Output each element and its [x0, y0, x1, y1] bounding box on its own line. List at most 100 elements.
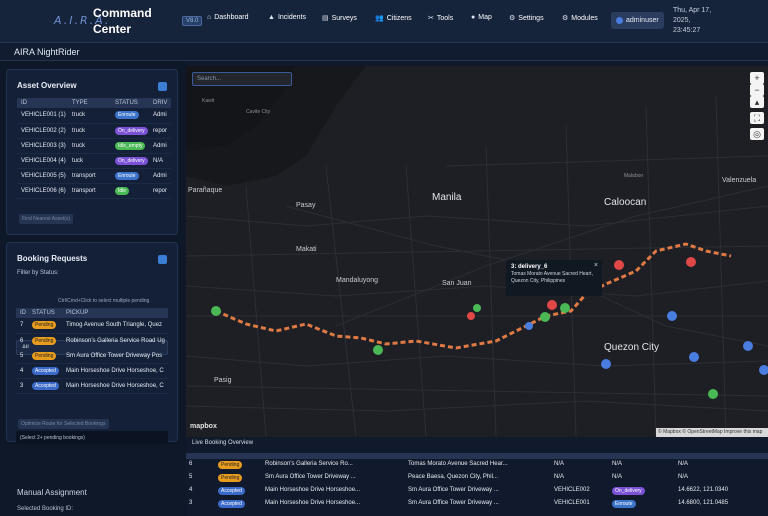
gear-icon: ⚙: [509, 15, 516, 22]
vehicle-marker[interactable]: [667, 311, 677, 321]
vehicle-id: VEHICLE002: [21, 127, 57, 134]
nav-label: Citizens: [386, 14, 412, 22]
vehicle-marker[interactable]: [525, 322, 533, 330]
nav-incidents[interactable]: ▲ Incidents: [268, 14, 306, 21]
compass-button[interactable]: ▴: [750, 96, 764, 108]
marker-6[interactable]: [547, 300, 557, 310]
pickup: Main Horseshoe Drive Horseshoe, C: [62, 363, 168, 379]
vehicle-num: (6): [58, 187, 66, 194]
table-row[interactable]: VEHICLE004 (4) tuck On_delivery N/A: [17, 153, 171, 169]
nav-settings[interactable]: ⚙ Settings: [509, 14, 544, 23]
brand-line-1: Command: [93, 6, 152, 20]
pickup: Main Horseshoe Drive Horseshoe, C: [62, 378, 168, 394]
vehicle-id: VEHICLE004: [21, 157, 57, 164]
zoom-out-button[interactable]: −: [750, 84, 764, 96]
vehicle-type: transport: [68, 168, 111, 184]
vehicle-marker[interactable]: [708, 389, 718, 399]
table-row[interactable]: VEHICLE001 (1) truck Enroute Admi: [17, 108, 171, 124]
version-badge: V8.0: [182, 16, 203, 26]
booking-id: 7: [16, 318, 28, 334]
close-icon[interactable]: ×: [593, 262, 598, 269]
booking-id: 4: [189, 487, 193, 493]
table-row[interactable]: VEHICLE005 (5) transport Enroute Admi: [17, 168, 171, 184]
nav-tools[interactable]: ✂ Tools: [428, 14, 454, 23]
status-badge: Pending: [218, 461, 243, 469]
dropoff: Sm Aura Office Tower Driveway ...: [408, 500, 499, 506]
clock-line: 2025,: [673, 17, 691, 24]
status-badge: On_delivery: [115, 156, 148, 165]
marker-7[interactable]: [560, 303, 570, 313]
vehicle: N/A: [554, 461, 565, 467]
multi-select-hint: Ctrl/Cmd+Click to select multiple pendin…: [58, 298, 150, 304]
driver: Admi: [149, 138, 171, 154]
marker-3[interactable]: [473, 304, 481, 312]
find-nearest-button[interactable]: Find Nearest Asset(s): [19, 214, 74, 224]
collapse-icon[interactable]: [158, 82, 167, 91]
map-view[interactable]: Search... + − ▴ ⛶ ◎ Kawit Cavite City Pa…: [186, 66, 768, 437]
table-row[interactable]: 3 Accepted Main Horseshoe Drive Horseshoe,…: [16, 378, 168, 394]
marker-9[interactable]: [686, 257, 696, 267]
nav-label: Dashboard: [214, 14, 249, 21]
status-badge: Pending: [32, 351, 57, 360]
vehicle-marker[interactable]: [689, 352, 699, 362]
gear-icon: ⚙: [562, 15, 569, 22]
user-menu[interactable]: adminuser: [611, 12, 664, 29]
marker-2[interactable]: [373, 345, 383, 355]
table-row[interactable]: 7 Pending Timog Avenue South Triangle, Que…: [16, 318, 168, 334]
asset-table: ID TYPE STATUS DRIV VEHICLE001 (1) truck E…: [17, 98, 171, 199]
optimize-hint: (Select 2+ pending bookings): [16, 431, 168, 444]
fullscreen-button[interactable]: ⛶: [750, 112, 764, 124]
table-row[interactable]: 3 Accepted Main Horseshoe Drive Horsesho…: [186, 497, 768, 510]
zoom-in-button[interactable]: +: [750, 72, 764, 84]
table-row[interactable]: VEHICLE002 (2) truck On_delivery repor: [17, 123, 171, 139]
popup-address: Tomas Morato Avenue Sacred Heart,: [511, 271, 593, 277]
column-header: STATUS: [111, 98, 149, 108]
status-badge: Pending: [32, 321, 57, 330]
brand-line-2: Center: [93, 22, 132, 36]
map-attribution[interactable]: © Mapbox © OpenStreetMap Improve this ma…: [656, 428, 768, 437]
table-row[interactable]: 6 Pending Robinson's Galleria Service Ro…: [186, 458, 768, 471]
nav-modules[interactable]: ⚙ Modules: [562, 14, 598, 23]
vehicle-id: VEHICLE003: [21, 142, 57, 149]
tools-icon: ✂: [428, 15, 434, 22]
table-row[interactable]: 5 Pending Sm Aura Office Tower Driveway Po…: [16, 348, 168, 364]
nav-map[interactable]: ● Map: [471, 14, 492, 21]
locate-button[interactable]: ◎: [750, 128, 764, 140]
table-row[interactable]: 6 Pending Robinson's Galleria Service Road…: [16, 333, 168, 349]
selected-booking-label: Selected Booking ID:: [17, 506, 74, 512]
optimize-route-button[interactable]: Optimize Route for Selected Bookings: [18, 419, 109, 429]
vehicle-marker[interactable]: [743, 341, 753, 351]
booking-id: 6: [16, 333, 28, 349]
map-search-input[interactable]: Search...: [192, 72, 292, 86]
place-label: Kawit: [202, 98, 215, 104]
driver: repor: [149, 123, 171, 139]
popup-address: Quezon City, Philippines: [511, 278, 566, 284]
place-label: Malabon: [624, 173, 644, 179]
table-row[interactable]: VEHICLE003 (3) truck Idle_empty Admi: [17, 138, 171, 154]
collapse-icon[interactable]: [158, 255, 167, 264]
marker-4[interactable]: [467, 312, 475, 320]
vehicle-marker[interactable]: [759, 365, 768, 375]
table-row[interactable]: 5 Pending Sm Aura Office Tower Driveway …: [186, 471, 768, 484]
place-label: Cavite City: [246, 109, 271, 115]
table-row[interactable]: 4 Accepted Main Horseshoe Drive Horsesho…: [186, 484, 768, 497]
marker-5[interactable]: [540, 312, 550, 322]
marker-1[interactable]: [211, 306, 221, 316]
live-table-header: [186, 453, 768, 459]
place-label: Pasay: [296, 202, 316, 209]
driver: Admi: [149, 108, 171, 124]
vehicle-marker[interactable]: [601, 359, 611, 369]
table-row[interactable]: 4 Accepted Main Horseshoe Drive Horseshoe,…: [16, 363, 168, 379]
nav-dashboard[interactable]: ⌂ Dashboard: [207, 14, 248, 21]
marker-8[interactable]: [614, 260, 624, 270]
nav-surveys[interactable]: ▤ Surveys: [322, 14, 357, 23]
place-label: Pasig: [214, 377, 232, 384]
nav-label: Modules: [571, 14, 598, 22]
column-header: TYPE: [68, 98, 111, 108]
status-badge: Idle_empty: [115, 141, 146, 150]
table-row[interactable]: VEHICLE006 (6) transport Idle repor: [17, 183, 171, 199]
nav-label: Tools: [436, 14, 454, 22]
driver: repor: [149, 183, 171, 199]
dropoff: Peace Baesa, Quezon City, Phil...: [408, 474, 498, 480]
nav-citizens[interactable]: 👥 Citizens: [375, 14, 412, 23]
